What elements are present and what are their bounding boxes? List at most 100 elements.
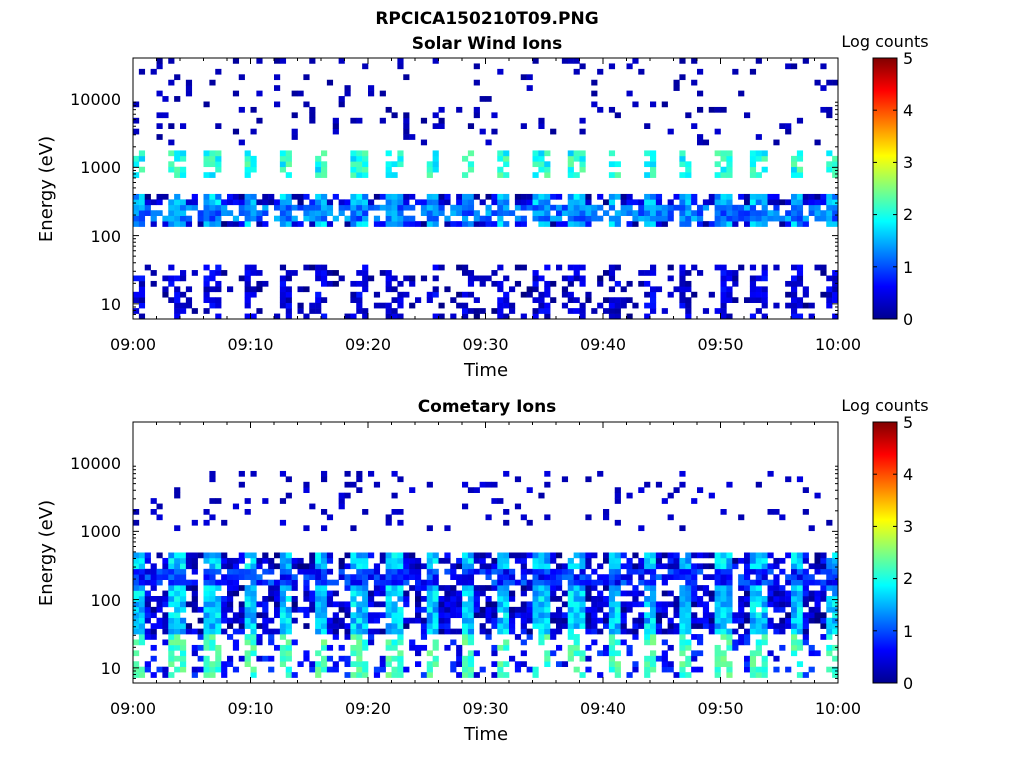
colorbar-tick-label: 3: [903, 153, 913, 172]
heatmap-cell: [608, 617, 616, 624]
heatmap-cell: [456, 644, 463, 651]
heatmap-cell: [356, 221, 363, 227]
heatmap-cell: [379, 204, 386, 211]
heatmap-cell: [268, 639, 275, 646]
heatmap-cell: [785, 574, 792, 580]
heatmap-cell: [832, 574, 839, 580]
heatmap-cell: [544, 612, 551, 619]
heatmap-cell: [550, 585, 557, 591]
heatmap-cell: [761, 150, 768, 157]
heatmap-cell: [620, 628, 627, 635]
heatmap-cell: [832, 161, 839, 168]
heatmap-cell: [791, 161, 798, 168]
heatmap-cell: [262, 596, 269, 602]
heatmap-cell: [808, 302, 815, 309]
heatmap-cell: [221, 601, 228, 608]
heatmap-cell: [420, 617, 428, 624]
heatmap-cell: [802, 291, 809, 298]
heatmap-cell: [303, 264, 310, 271]
heatmap-cell: [579, 275, 586, 282]
heatmap-cell: [791, 644, 798, 651]
heatmap-cell: [150, 596, 157, 602]
heatmap-cell: [344, 579, 351, 586]
heatmap-cell: [203, 557, 210, 564]
heatmap-cell: [362, 606, 369, 613]
heatmap-cell: [632, 210, 639, 216]
heatmap-cell: [573, 574, 580, 580]
heatmap-cell: [679, 623, 686, 629]
heatmap-cell: [720, 574, 727, 580]
heatmap-cell: [238, 275, 245, 282]
heatmap-cell: [726, 612, 733, 619]
heatmap-cell: [749, 661, 757, 667]
heatmap-cell: [350, 650, 357, 657]
heatmap-cell: [650, 150, 657, 157]
heatmap-cell: [632, 590, 639, 597]
heatmap-cell: [608, 302, 616, 309]
heatmap-cell: [550, 204, 557, 211]
heatmap-cell: [650, 215, 657, 222]
heatmap-cell: [285, 672, 292, 678]
heatmap-cell: [256, 634, 263, 640]
heatmap-cell: [191, 585, 198, 591]
heatmap-cell: [697, 639, 704, 646]
heatmap-cell: [503, 606, 510, 613]
heatmap-cell: [661, 308, 668, 314]
heatmap-cell: [180, 199, 187, 206]
heatmap-cell: [426, 628, 433, 635]
heatmap-cell: [573, 58, 580, 64]
xtick-label: 10:00: [815, 699, 861, 718]
heatmap-cell: [309, 552, 316, 559]
heatmap-cell: [667, 514, 674, 521]
heatmap-cell: [744, 661, 751, 667]
heatmap-cell: [591, 612, 598, 619]
heatmap-cell: [679, 628, 686, 635]
heatmap-cell: [532, 606, 539, 613]
heatmap-cell: [456, 601, 463, 608]
heatmap-cell: [679, 661, 686, 667]
heatmap-cell: [755, 155, 762, 162]
heatmap-cell: [321, 297, 328, 303]
heatmap-cell: [673, 574, 680, 580]
heatmap-cell: [321, 644, 328, 651]
heatmap-cell: [791, 313, 798, 320]
heatmap-cell: [667, 204, 674, 211]
heatmap-cell: [168, 199, 175, 206]
heatmap-cell: [744, 112, 751, 119]
heatmap-cell: [691, 601, 698, 608]
colorbar: Log counts 0 1 2 3 4 5: [841, 32, 928, 329]
heatmap-cell: [608, 606, 616, 613]
heatmap-cell: [685, 574, 692, 580]
heatmap-cell: [520, 264, 527, 271]
heatmap-cell: [332, 617, 339, 624]
heatmap-cell: [503, 204, 510, 211]
heatmap-cell: [749, 672, 757, 678]
heatmap-cell: [591, 79, 598, 86]
heatmap-cell: [644, 280, 651, 287]
heatmap-cell: [644, 661, 651, 667]
heatmap-cell: [338, 574, 345, 580]
heatmap-cell: [697, 568, 704, 575]
heatmap-cell: [679, 634, 686, 640]
heatmap-cell: [550, 128, 557, 135]
heatmap-cell: [796, 476, 804, 483]
heatmap-cell: [432, 623, 439, 629]
heatmap-cell: [726, 215, 733, 222]
heatmap-cell: [726, 552, 733, 559]
heatmap-cell: [379, 612, 386, 619]
heatmap-cell: [738, 612, 745, 619]
heatmap-cell: [708, 492, 715, 499]
heatmap-cell: [796, 117, 804, 124]
heatmap-cell: [238, 106, 245, 113]
heatmap-cell: [285, 655, 292, 662]
heatmap-cell: [162, 672, 169, 678]
heatmap-cell: [133, 297, 140, 303]
heatmap-cell: [209, 297, 216, 303]
heatmap-cell: [473, 585, 480, 591]
heatmap-cell: [279, 155, 287, 162]
heatmap-cell: [479, 568, 486, 575]
heatmap-cell: [732, 563, 739, 570]
heatmap-cell: [832, 221, 839, 227]
heatmap-cell: [679, 574, 686, 580]
heatmap-cell: [644, 313, 651, 320]
